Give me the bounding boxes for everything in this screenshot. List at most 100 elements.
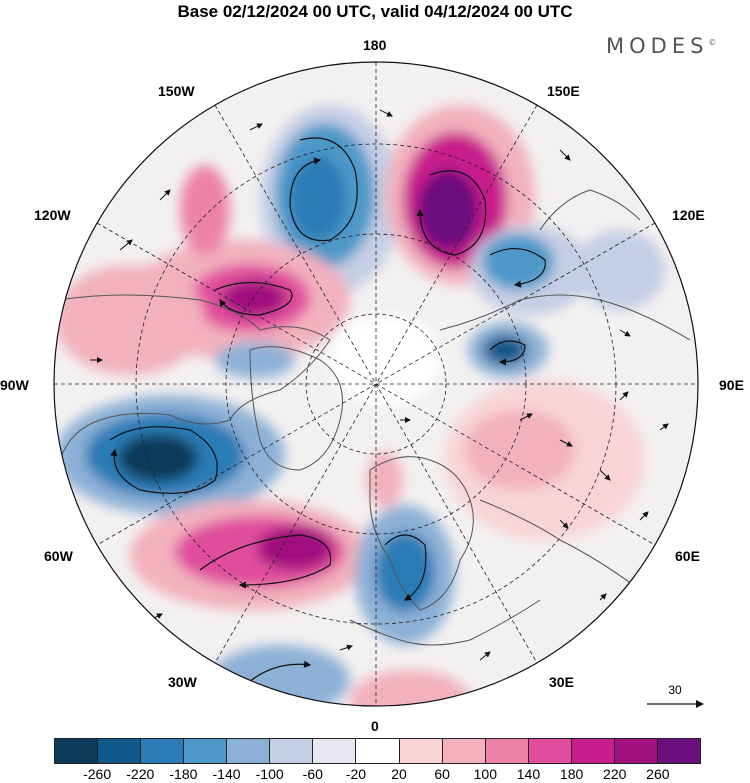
colorbar-tick-label: 60 bbox=[434, 766, 450, 782]
colorbar-swatch bbox=[184, 739, 228, 763]
wind-vector bbox=[659, 423, 669, 431]
colorbar-swatch bbox=[227, 739, 271, 763]
coast-scandinavia bbox=[369, 456, 474, 611]
map-disk bbox=[54, 62, 698, 706]
wind-vector bbox=[599, 469, 611, 481]
reference-vector-arrow bbox=[647, 700, 704, 708]
coast-kamchatka bbox=[539, 189, 641, 231]
wind-vector bbox=[79, 554, 93, 561]
map-border bbox=[53, 61, 699, 707]
streamline-atlantic-high bbox=[199, 534, 332, 589]
colorbar-ticks: -260 -220 -180 -140 -100 -60 -20 20 60 100 140 180 2… bbox=[54, 766, 701, 783]
anomaly-negative-scandinavia-core bbox=[375, 532, 435, 612]
anomaly-negative-central-siberia-core bbox=[483, 335, 527, 365]
wind-vector bbox=[639, 511, 649, 521]
anomaly-positive-east-siberia-core bbox=[418, 170, 478, 250]
colorbar-swatch bbox=[55, 739, 99, 763]
meridian-120e-60w bbox=[96, 222, 656, 546]
reference-vector-label: 30 bbox=[668, 683, 682, 697]
streamline-pacific-low bbox=[289, 137, 358, 242]
anomaly-neutral-pole bbox=[330, 315, 440, 405]
anomaly-positive-west-canada bbox=[55, 265, 205, 375]
colorbar-tick-label: -140 bbox=[212, 766, 241, 782]
coast-siberia bbox=[439, 294, 691, 341]
longitude-label-0: 0 bbox=[371, 718, 379, 734]
wind-vector bbox=[599, 593, 607, 601]
wind-vector bbox=[619, 391, 629, 401]
longitude-label-150w: 150W bbox=[158, 83, 195, 99]
reference-vector-head bbox=[696, 700, 704, 708]
colorbar-tick-label: 100 bbox=[473, 766, 498, 782]
colorbar-swatch bbox=[356, 739, 400, 763]
brand-name: MODES bbox=[606, 34, 709, 58]
longitude-label-30w: 30W bbox=[168, 674, 197, 690]
anomaly-positive-west-siberia-core bbox=[465, 410, 575, 490]
colorbar-swatch bbox=[442, 739, 486, 763]
anomaly-negative-far-east bbox=[575, 230, 665, 310]
wind-vector bbox=[379, 109, 393, 117]
anomaly-positive-north-atlantic-core bbox=[257, 526, 333, 570]
colorbar-tick-label: 220 bbox=[603, 766, 627, 782]
wind-vectors bbox=[79, 109, 669, 661]
coast-europe bbox=[349, 599, 541, 646]
colorbar-swatch bbox=[657, 739, 700, 763]
longitude-label-60w: 60W bbox=[44, 548, 73, 564]
anomaly-positive-gulf-of-alaska bbox=[180, 165, 230, 255]
anomaly-negative-northeast-pacific-core bbox=[290, 156, 346, 240]
coast-north-america bbox=[59, 294, 331, 461]
anomaly-positive-bottom bbox=[350, 670, 470, 706]
colorbar-swatch bbox=[313, 739, 357, 763]
anomaly-positive-alaska-core bbox=[222, 280, 286, 316]
longitude-label-60e: 60E bbox=[675, 548, 700, 564]
wind-vector bbox=[519, 413, 533, 421]
anomaly-negative-labrador-core bbox=[118, 434, 198, 482]
streamline-okhotsk-low bbox=[489, 248, 546, 288]
colorbar-tick-label: -20 bbox=[345, 766, 367, 782]
longitude-label-150e: 150E bbox=[547, 83, 580, 99]
colorbar-swatch bbox=[98, 739, 142, 763]
coastlines bbox=[59, 189, 691, 646]
graticule bbox=[54, 62, 698, 706]
anomaly-negative-okhotsk-core bbox=[482, 234, 554, 290]
longitude-label-30e: 30E bbox=[549, 674, 574, 690]
anomaly-positive-iceland bbox=[367, 452, 403, 508]
colorbar bbox=[54, 738, 701, 764]
longitude-label-90e: 90E bbox=[719, 377, 744, 393]
colorbar-swatch bbox=[614, 739, 658, 763]
colorbar-swatch bbox=[485, 739, 529, 763]
wind-vector bbox=[249, 123, 263, 131]
streamline-alaska-high bbox=[214, 281, 293, 316]
colorbar-tick-label: -60 bbox=[302, 766, 323, 782]
longitude-label-90w: 90W bbox=[0, 377, 29, 393]
coast-greenland bbox=[249, 346, 343, 471]
streamlines bbox=[109, 137, 546, 691]
colorbar-tick-label: -180 bbox=[169, 766, 198, 782]
colorbar-swatch bbox=[399, 739, 443, 763]
anomaly-field bbox=[55, 105, 665, 706]
anomaly-negative-south-atlantic bbox=[210, 645, 350, 706]
longitude-label-180: 180 bbox=[363, 37, 387, 53]
brand-mark: © bbox=[708, 38, 717, 47]
wind-vector bbox=[339, 644, 353, 651]
wind-vector bbox=[119, 239, 133, 251]
streamline-labrador-low bbox=[109, 426, 218, 494]
colorbar-tick-label: -100 bbox=[255, 766, 284, 782]
longitude-label-120w: 120W bbox=[34, 207, 71, 223]
colorbar-tick-label: 180 bbox=[559, 766, 584, 782]
colorbar-tick-label: -260 bbox=[83, 766, 112, 782]
modes-logo: MODES© bbox=[606, 34, 716, 58]
colorbar-tick-label: -220 bbox=[126, 766, 155, 782]
colorbar-swatch bbox=[141, 739, 185, 763]
wind-vector bbox=[559, 439, 573, 447]
wind-vector bbox=[559, 519, 569, 529]
colorbar-swatch bbox=[270, 739, 314, 763]
wind-vector bbox=[479, 651, 491, 661]
colorbar-tick-label: 140 bbox=[516, 766, 541, 782]
map-title: Base 02/12/2024 00 UTC, valid 04/12/2024… bbox=[177, 2, 573, 21]
wind-vector bbox=[159, 189, 171, 201]
wind-vector bbox=[559, 149, 571, 161]
streamline-central-siberia-low bbox=[489, 340, 526, 366]
streamline-scandinavia-low bbox=[384, 534, 427, 601]
streamline-siberia-high bbox=[416, 170, 487, 256]
